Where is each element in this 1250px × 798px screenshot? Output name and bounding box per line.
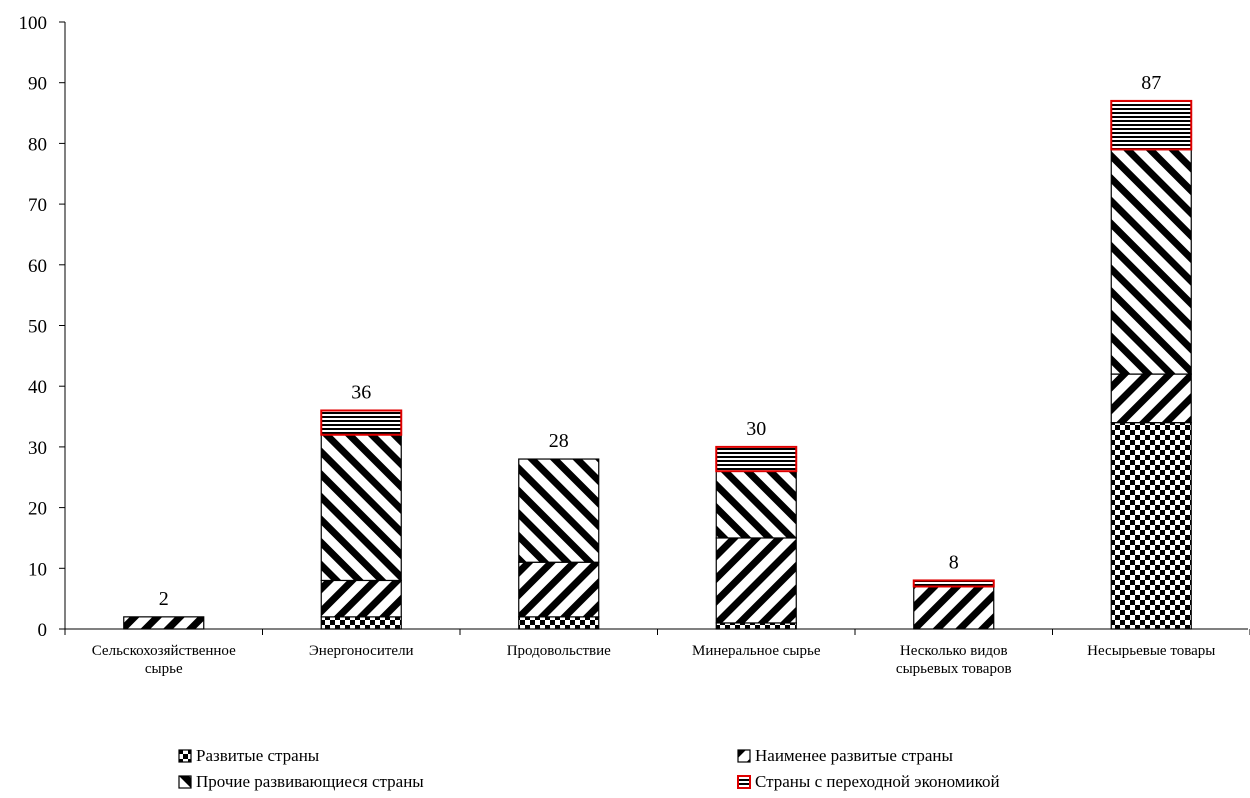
legend-item: Развитые страны — [178, 746, 319, 766]
category-label: Сельскохозяйственное сырье — [92, 643, 236, 677]
category-label-line: сырьевых товаров — [896, 661, 1012, 677]
bar-segment — [320, 579, 402, 618]
bar-segment — [715, 445, 798, 473]
bar-segment — [1110, 99, 1193, 151]
bar-total-label: 87 — [1141, 72, 1161, 94]
bar-segment — [320, 434, 402, 582]
category-label: Несырьевые товары — [1087, 643, 1215, 659]
category-label-line: Энергоносители — [309, 643, 414, 659]
bar-segment — [518, 458, 600, 563]
bar-total-label: 30 — [746, 418, 766, 440]
axes — [59, 21, 1250, 635]
legend-label: Страны с переходной экономикой — [755, 772, 1000, 791]
bar-segment — [912, 579, 995, 588]
legend-item: Прочие развивающиеся страны — [178, 772, 424, 792]
bar-segment — [1110, 422, 1192, 630]
category-label-line: Минеральное сырье — [692, 643, 821, 659]
bar-segment — [715, 470, 797, 539]
category-label-line: сырье — [145, 661, 183, 677]
legend-swatch — [178, 775, 192, 789]
category-label: Энергоносители — [309, 643, 414, 659]
category-label: Продовольствие — [507, 643, 611, 659]
bar-segment — [715, 537, 797, 624]
bar-segment — [320, 409, 403, 436]
category-label-line: Продовольствие — [507, 643, 611, 659]
stacked-bar-chart: 0 10 20 30 40 50 60 70 80 90 100 2 Сельскохозяйствен… — [19, 13, 1250, 677]
bar-segment — [715, 622, 797, 630]
bar-segment — [1110, 373, 1192, 424]
y-tick-label: 90 — [28, 74, 47, 95]
y-tick-label: 40 — [28, 377, 47, 398]
y-tick-label: 20 — [28, 499, 47, 520]
bar-total-label: 28 — [549, 430, 569, 452]
bar-segment — [913, 585, 995, 630]
bar-segment — [123, 616, 205, 630]
bar-total-label: 36 — [351, 381, 371, 403]
legend-label: Развитые страны — [196, 746, 320, 765]
legend-item: Наименее развитые страны — [737, 746, 953, 766]
legend-label: Прочие развивающиеся страны — [196, 772, 424, 791]
y-tick-label: 80 — [28, 134, 47, 155]
bar-segment — [1110, 148, 1192, 375]
category-label: Минеральное сырье — [692, 643, 821, 659]
bar-total-label: 2 — [159, 588, 169, 610]
legend-item: Страны с переходной экономикой — [737, 772, 1000, 792]
y-tick-label: 30 — [28, 438, 47, 459]
legend-swatch — [178, 749, 192, 763]
bars — [123, 99, 1193, 630]
y-tick-label: 10 — [28, 559, 47, 580]
y-tick-label: 0 — [38, 620, 48, 641]
category-label: Несколько видов сырьевых товаров — [896, 643, 1012, 677]
y-tick-label: 100 — [19, 13, 48, 34]
bar-segment — [518, 616, 600, 630]
bar-total-label: 8 — [949, 551, 959, 573]
legend-label: Наименее развитые страны — [755, 746, 953, 765]
labels: 0 10 20 30 40 50 60 70 80 90 100 2 Сельскохозяйствен… — [19, 13, 1216, 677]
category-label-line: Несырьевые товары — [1087, 643, 1215, 659]
category-label-line: Несколько видов — [900, 643, 1008, 659]
legend-swatch — [737, 749, 751, 763]
y-tick-label: 70 — [28, 195, 47, 216]
bar-segment — [518, 561, 600, 618]
bar-segment — [320, 616, 402, 630]
category-label-line: Сельскохозяйственное — [92, 643, 236, 659]
y-tick-label: 60 — [28, 256, 47, 277]
legend-swatch — [737, 775, 751, 789]
y-tick-label: 50 — [28, 317, 47, 338]
